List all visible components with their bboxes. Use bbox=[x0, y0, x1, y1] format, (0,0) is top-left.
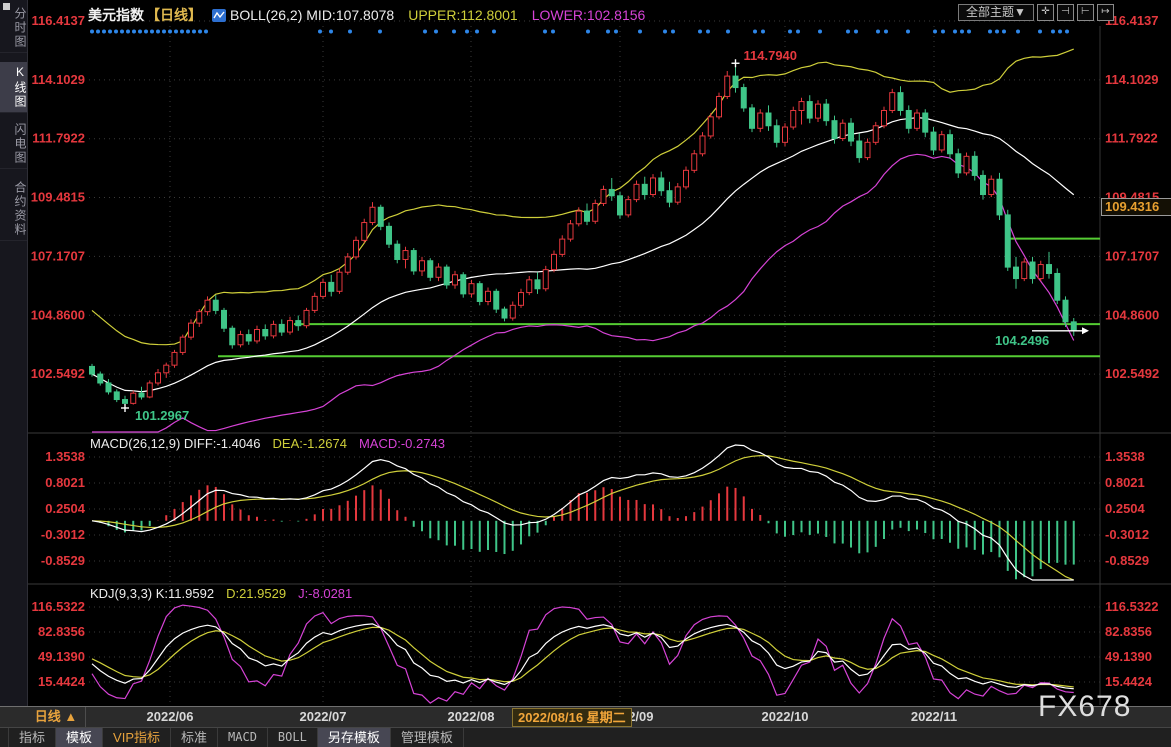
svg-text:-0.3012: -0.3012 bbox=[41, 527, 85, 542]
x-axis-label: 2022/07 bbox=[299, 709, 347, 724]
bottom-tab-管理模板[interactable]: 管理模板 bbox=[391, 728, 464, 747]
axis-labels-layer: 116.4137 116.4137 114.1029 114.1029 111.7922… bbox=[31, 13, 1159, 689]
crosshair-icon[interactable]: ✛ bbox=[1036, 3, 1054, 21]
macd-layer bbox=[91, 444, 1075, 581]
svg-text:0.2504: 0.2504 bbox=[1105, 501, 1146, 516]
x-axis-label: 2022/08 bbox=[447, 709, 495, 724]
signal-dots-layer bbox=[90, 29, 1069, 34]
compress-x-icon[interactable]: ⊣ bbox=[1056, 3, 1074, 21]
svg-text:107.1707: 107.1707 bbox=[31, 248, 85, 263]
svg-text:104.2496: 104.2496 bbox=[995, 333, 1049, 348]
svg-text:49.1390: 49.1390 bbox=[1105, 649, 1152, 664]
pop-out-icon[interactable]: ↦ bbox=[1096, 3, 1114, 21]
bottom-tab-bar: 指标 模板 VIP指标 标准 MACD BOLL 另存模板 管理模板 bbox=[0, 727, 1171, 747]
svg-text:111.7922: 111.7922 bbox=[1105, 131, 1158, 146]
kdj-layer bbox=[91, 604, 1074, 704]
svg-text:107.1707: 107.1707 bbox=[1105, 248, 1159, 263]
sidebar-item-kline-chart[interactable]: K线图 bbox=[0, 62, 27, 113]
svg-text:114.1029: 114.1029 bbox=[31, 72, 85, 87]
sidebar-item-contract-info[interactable]: 合约资料 bbox=[0, 178, 27, 241]
indicator-icon[interactable] bbox=[212, 6, 226, 28]
svg-text:49.1390: 49.1390 bbox=[38, 649, 85, 664]
boll-upper-value: UPPER:112.8001 bbox=[408, 7, 518, 23]
bottom-tab-标准[interactable]: 标准 bbox=[171, 728, 219, 747]
toolbar: 全部主题▼ ✛ ⊣ ⊢ ↦ bbox=[958, 3, 1114, 21]
svg-text:116.5322: 116.5322 bbox=[31, 599, 85, 614]
svg-text:104.8600: 104.8600 bbox=[1105, 307, 1159, 322]
left-sidebar: 分时图 K线图闪电图合约资料 bbox=[0, 0, 28, 706]
svg-text:0.2504: 0.2504 bbox=[45, 501, 86, 516]
crosshair-date-tooltip: 2022/08/16 星期二 bbox=[512, 708, 632, 727]
bottom-tab-VIP指标[interactable]: VIP指标 bbox=[103, 728, 171, 747]
period-label: 【日线】 bbox=[146, 7, 202, 23]
date-axis-bar: 日线 ▲ 2022/062022/072022/082022/092022/10… bbox=[0, 706, 1171, 728]
bottom-tab-指标[interactable]: 指标 bbox=[8, 728, 57, 747]
svg-text:111.7922: 111.7922 bbox=[32, 131, 85, 146]
svg-text:-0.8529: -0.8529 bbox=[41, 553, 85, 568]
svg-text:82.8356: 82.8356 bbox=[38, 624, 85, 639]
svg-text:15.4424: 15.4424 bbox=[1105, 674, 1153, 689]
candles-layer bbox=[89, 62, 1077, 406]
bottom-tab-BOLL[interactable]: BOLL bbox=[268, 728, 318, 747]
bottom-tab-另存模板[interactable]: 另存模板 bbox=[317, 728, 391, 747]
svg-text:102.5492: 102.5492 bbox=[1105, 366, 1159, 381]
support-lines-layer bbox=[218, 237, 1100, 358]
bottom-tab-MACD[interactable]: MACD bbox=[218, 728, 268, 747]
svg-text:114.7940: 114.7940 bbox=[744, 48, 798, 63]
corner-square-icon bbox=[3, 3, 10, 10]
svg-text:104.8600: 104.8600 bbox=[31, 307, 85, 322]
grid-layer bbox=[27, 20, 1171, 705]
svg-text:82.8356: 82.8356 bbox=[1105, 624, 1152, 639]
x-axis-label: 2022/10 bbox=[761, 709, 809, 724]
svg-text:109.4815: 109.4815 bbox=[31, 190, 85, 205]
page-title: 美元指数 bbox=[88, 7, 144, 23]
svg-text:-0.8529: -0.8529 bbox=[1105, 553, 1149, 568]
sidebar-item-time-chart[interactable]: 分时图 bbox=[0, 4, 27, 53]
watermark: FX678 bbox=[1038, 690, 1132, 723]
sidebar-item-flash-chart[interactable]: 闪电图 bbox=[0, 120, 27, 169]
boll-lower-value: LOWER:102.8156 bbox=[531, 7, 646, 23]
svg-text:0.8021: 0.8021 bbox=[45, 475, 85, 490]
bottom-tab-模板[interactable]: 模板 bbox=[56, 728, 104, 747]
svg-text:15.4424: 15.4424 bbox=[38, 674, 86, 689]
svg-text:102.5492: 102.5492 bbox=[31, 366, 85, 381]
axis-price-tag: 109.4316 bbox=[1101, 198, 1171, 216]
svg-text:116.4137: 116.4137 bbox=[31, 13, 85, 28]
svg-text:1.3538: 1.3538 bbox=[1105, 449, 1145, 464]
svg-text:116.5322: 116.5322 bbox=[1105, 599, 1159, 614]
svg-text:101.2967: 101.2967 bbox=[135, 408, 189, 423]
period-selector[interactable]: 日线 ▲ bbox=[27, 707, 86, 727]
svg-text:114.1029: 114.1029 bbox=[1105, 72, 1159, 87]
svg-text:-0.3012: -0.3012 bbox=[1105, 527, 1149, 542]
annotations-layer: 114.7940 101.2967 104.2496 bbox=[121, 48, 1089, 423]
svg-text:0.8021: 0.8021 bbox=[1105, 475, 1145, 490]
svg-text:1.3538: 1.3538 bbox=[45, 449, 85, 464]
svg-text:116.4137: 116.4137 bbox=[1105, 13, 1159, 28]
theme-dropdown-button[interactable]: 全部主题▼ bbox=[958, 3, 1034, 21]
expand-x-icon[interactable]: ⊢ bbox=[1076, 3, 1094, 21]
boll-mid-value: BOLL(26,2) MID:107.8078 bbox=[230, 7, 395, 23]
chart-header: 美元指数 【日线】 BOLL(26,2) MID:107.8078 UPPER:112… bbox=[88, 4, 645, 26]
x-axis-label: 2022/11 bbox=[910, 709, 958, 724]
x-axis-label: 2022/06 bbox=[146, 709, 194, 724]
